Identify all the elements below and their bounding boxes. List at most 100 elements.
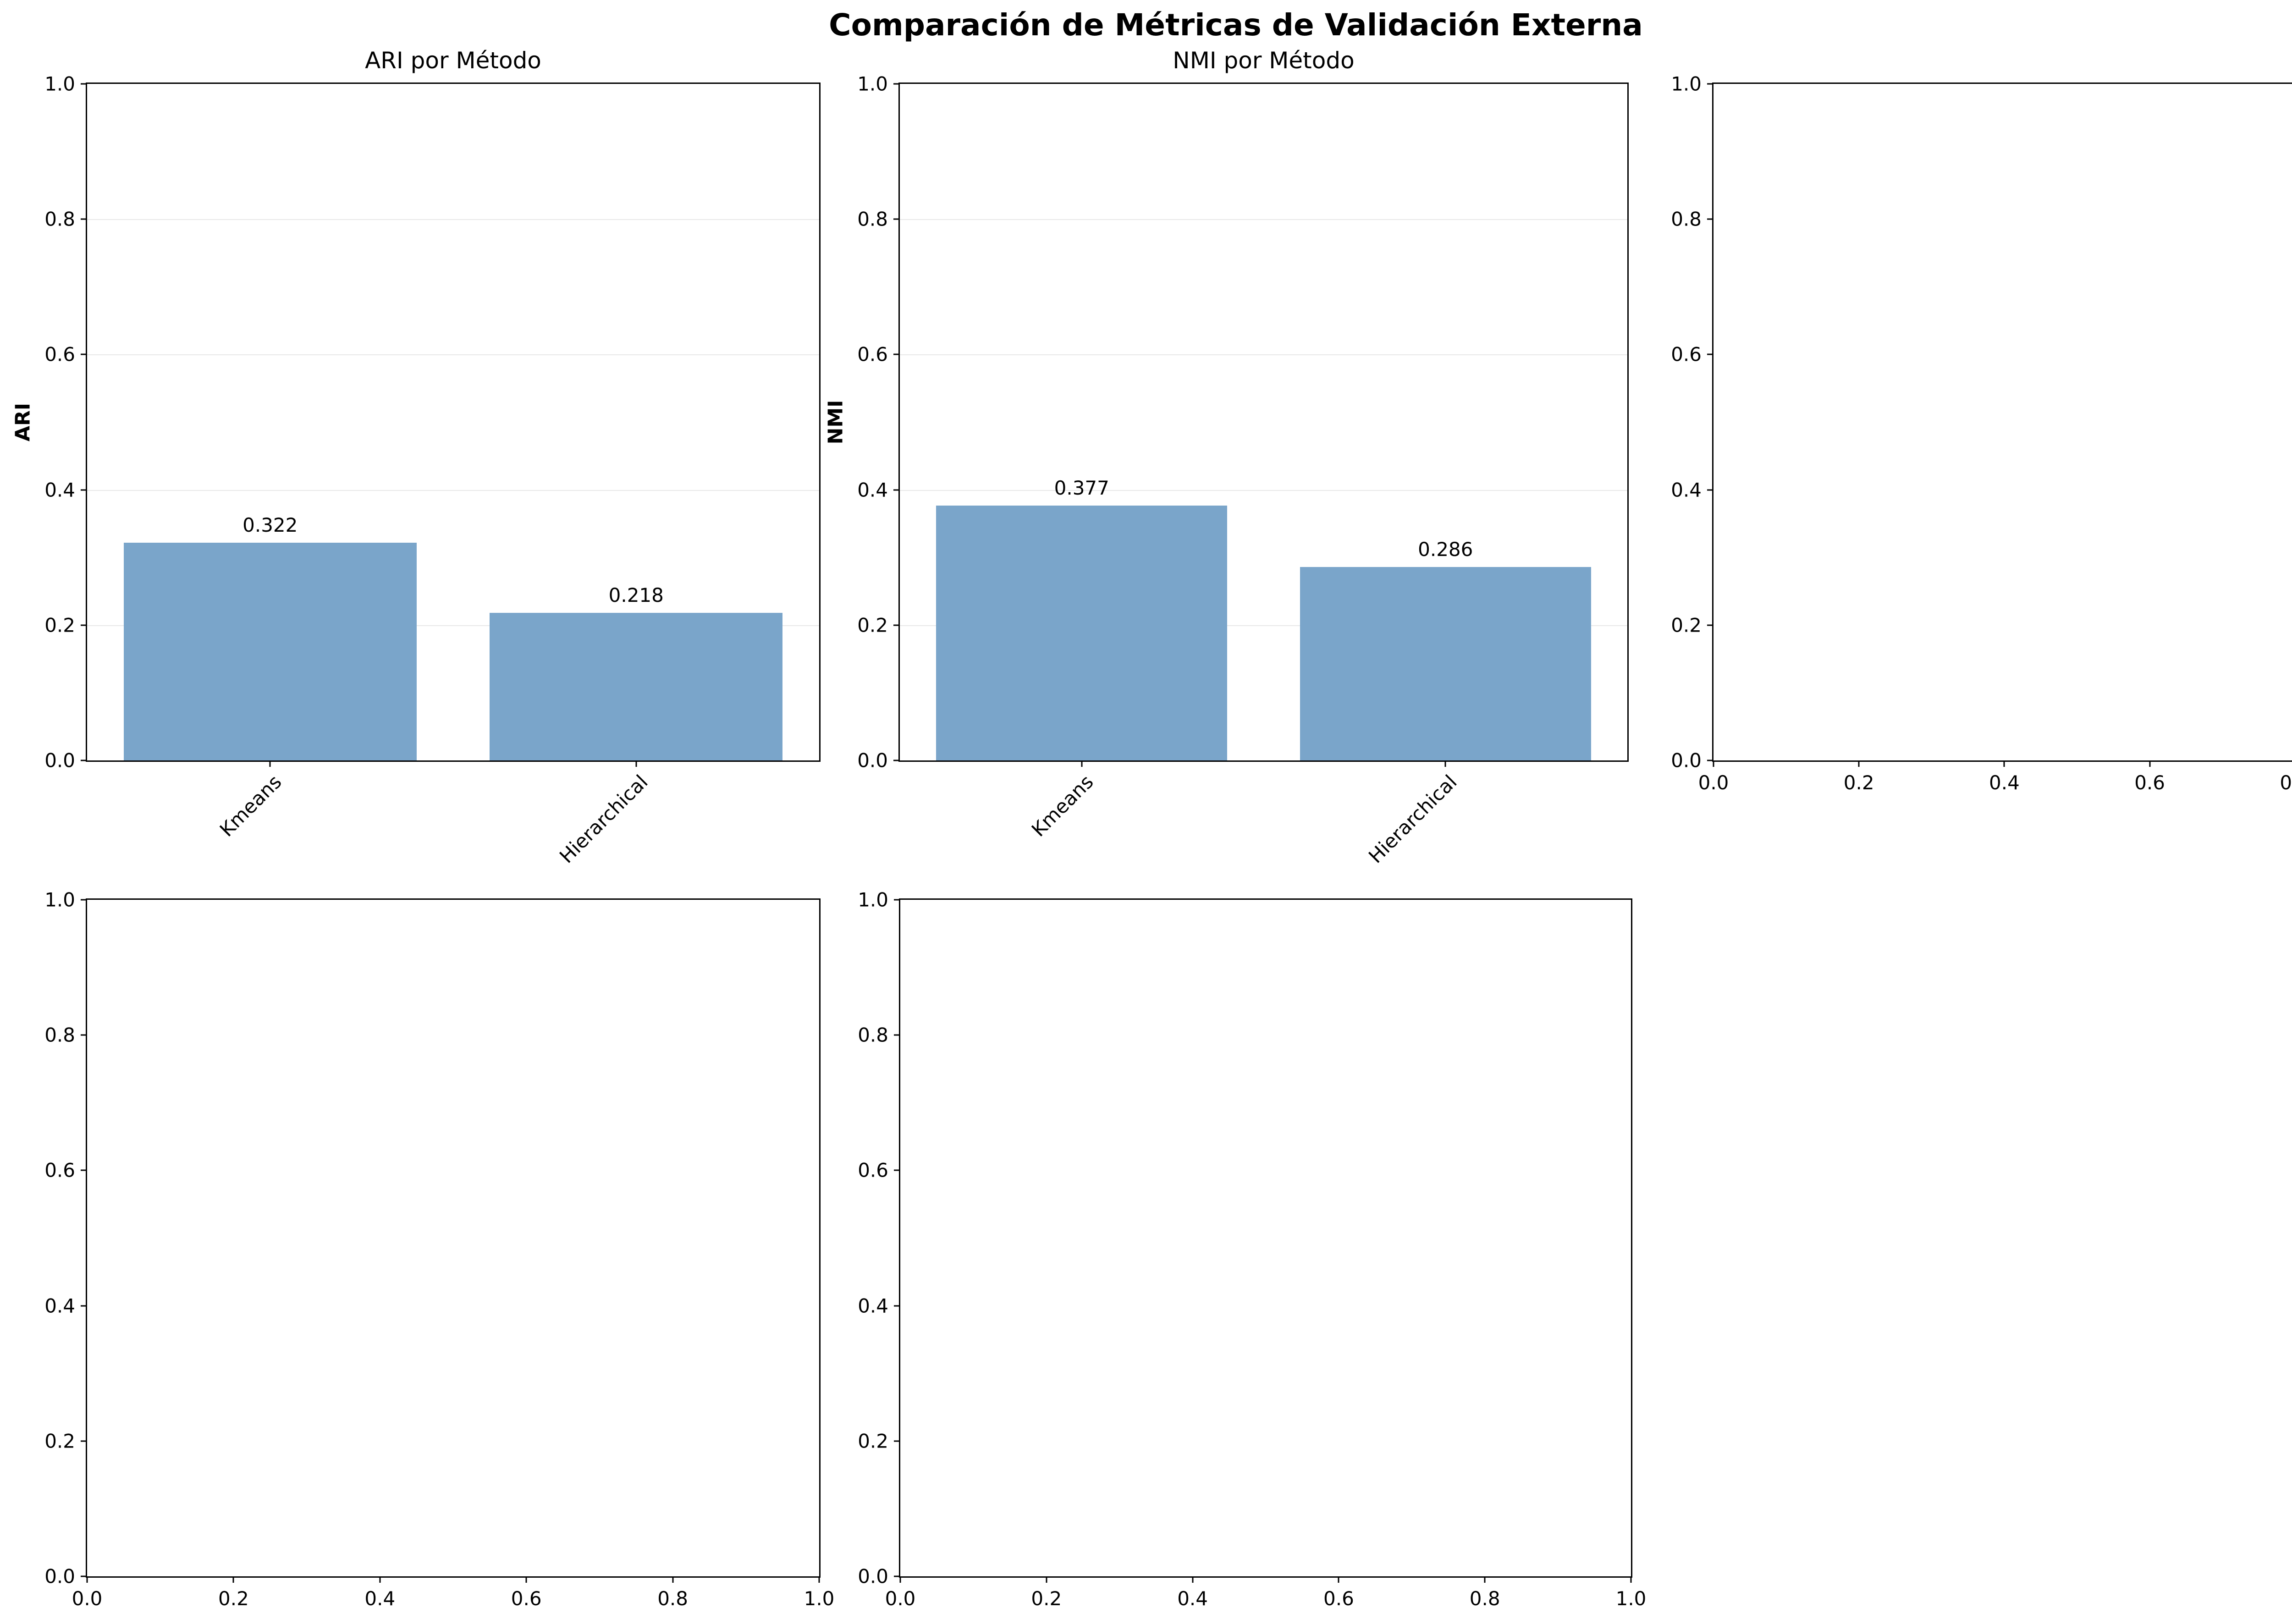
x-tick-label: Hierarchical — [555, 771, 652, 868]
y-tick-label: 0.2 — [44, 1430, 75, 1453]
y-tick — [81, 1169, 87, 1171]
y-tick-label: 0.6 — [858, 1159, 888, 1182]
bar-value-label: 0.322 — [242, 513, 298, 536]
y-tick-label: 1.0 — [1671, 72, 1702, 95]
x-tick — [1630, 1576, 1632, 1583]
y-tick-label: 0.4 — [857, 479, 888, 501]
y-tick — [894, 1305, 900, 1307]
y-tick-label: 1.0 — [858, 888, 888, 911]
x-tick — [1192, 1576, 1194, 1583]
y-tick — [81, 218, 87, 220]
x-tick — [2149, 760, 2151, 767]
x-tick-label: Hierarchical — [1364, 771, 1461, 868]
x-tick-label: 1.0 — [804, 1587, 835, 1610]
y-tick-label: 0.0 — [44, 1565, 75, 1588]
y-tick — [894, 1034, 900, 1036]
axes-empty-top-right: 0.00.20.40.60.81.00.00.20.40.60.81.0 — [1671, 73, 2292, 794]
y-tick — [81, 1440, 87, 1442]
y-tick-label: 0.8 — [44, 208, 75, 231]
y-tick — [81, 899, 87, 901]
x-tick-label: 1.0 — [1615, 1587, 1647, 1610]
y-tick — [894, 1575, 900, 1577]
y-tick — [894, 1440, 900, 1442]
axes-ari-bar-chart: 0.322 Kmeans 0.218 Hierarchical 0.0 0.2 0.4 0.6… — [11, 47, 821, 868]
x-tick-label: 0.2 — [1031, 1587, 1062, 1610]
axes-empty-bottom-middle: 0.0 0.2 0.4 0.6 0.8 1.0 0.0 0.2 0.4 0.6 0.8 1.0 — [858, 889, 1646, 1610]
y-tick — [893, 489, 900, 491]
y-tick-label: 0.8 — [858, 1024, 888, 1046]
bar-kmeans — [936, 505, 1228, 760]
y-tick-label: 0.2 — [44, 614, 75, 637]
y-tick — [1707, 489, 1713, 491]
y-tick-label: 0.0 — [857, 749, 888, 772]
y-axis-label: NMI — [824, 400, 848, 445]
x-tick — [672, 1576, 674, 1583]
y-tick-label: 0.8 — [857, 208, 888, 231]
y-tick-label: 0.0 — [858, 1565, 888, 1588]
x-tick-label: 0.4 — [1989, 771, 2020, 794]
x-tick — [269, 760, 271, 767]
x-tick-label: 0.4 — [1177, 1587, 1208, 1610]
gridline — [87, 490, 819, 491]
y-tick — [893, 624, 900, 626]
x-tick-label: 0.4 — [364, 1587, 396, 1610]
y-tick-label: 0.2 — [857, 614, 888, 637]
axes-title: NMI por Método — [1173, 47, 1355, 74]
x-tick — [1858, 760, 1860, 767]
x-tick — [635, 760, 637, 767]
y-tick — [893, 760, 900, 761]
y-tick — [81, 760, 87, 761]
gridline — [87, 625, 819, 626]
y-tick-label: 0.6 — [44, 1159, 75, 1182]
gridline — [900, 625, 1627, 626]
y-tick — [894, 899, 900, 901]
y-tick — [81, 624, 87, 626]
x-tick — [1444, 760, 1446, 767]
x-tick — [899, 1576, 901, 1583]
x-tick — [232, 1576, 234, 1583]
x-tick-label: 0.6 — [511, 1587, 542, 1610]
y-tick — [81, 353, 87, 355]
x-tick — [379, 1576, 381, 1583]
x-tick-label: 0.0 — [885, 1587, 916, 1610]
y-tick — [81, 1034, 87, 1036]
y-tick-label: 1.0 — [44, 72, 75, 95]
y-tick — [1707, 353, 1713, 355]
y-tick-label: 0.4 — [1671, 479, 1702, 501]
y-tick-label: 0.4 — [44, 1294, 75, 1317]
y-tick — [81, 1575, 87, 1577]
x-tick-label: 0.8 — [1469, 1587, 1500, 1610]
x-tick-label: Kmeans — [215, 771, 286, 841]
x-tick-label: Kmeans — [1027, 771, 1098, 841]
gridline — [900, 490, 1627, 491]
y-tick-label: 0.0 — [44, 749, 75, 772]
bar-value-label: 0.218 — [608, 584, 664, 607]
x-tick — [1081, 760, 1083, 767]
y-tick-label: 0.6 — [44, 343, 75, 366]
x-tick-label: 0.2 — [218, 1587, 249, 1610]
y-tick-label: 0.6 — [1671, 343, 1702, 366]
x-tick-label: 0.6 — [1323, 1587, 1354, 1610]
y-tick-label: 0.6 — [857, 343, 888, 366]
y-tick — [893, 218, 900, 220]
bar-kmeans — [123, 542, 417, 760]
y-tick — [1707, 83, 1713, 85]
y-tick-label: 0.4 — [44, 479, 75, 501]
axes-nmi-bar-chart: 0.377 Kmeans 0.286 Hierarchical 0.0 0.2 0.4 0.6… — [824, 47, 1629, 868]
bar-hierarchical — [1300, 567, 1591, 760]
y-tick-label: 1.0 — [857, 72, 888, 95]
x-tick-label: 0.0 — [72, 1587, 103, 1610]
y-tick — [894, 1169, 900, 1171]
x-tick — [1338, 1576, 1339, 1583]
y-tick — [1707, 218, 1713, 220]
axes-empty-bottom-left: 0.0 0.2 0.4 0.6 0.8 1.0 0.0 0.2 0.4 0.6 0.8 1.0 — [44, 889, 834, 1610]
figure-suptitle: Comparación de Métricas de Validación Ex… — [829, 7, 1643, 43]
bar-hierarchical — [490, 613, 783, 760]
x-tick — [818, 1576, 820, 1583]
x-tick-label: 0.2 — [1843, 771, 1874, 794]
x-tick — [2003, 760, 2005, 767]
x-tick-label: 0.8 — [657, 1587, 688, 1610]
y-tick-label: 0.4 — [858, 1294, 888, 1317]
y-tick — [1707, 760, 1713, 761]
y-tick-label: 1.0 — [44, 888, 75, 911]
